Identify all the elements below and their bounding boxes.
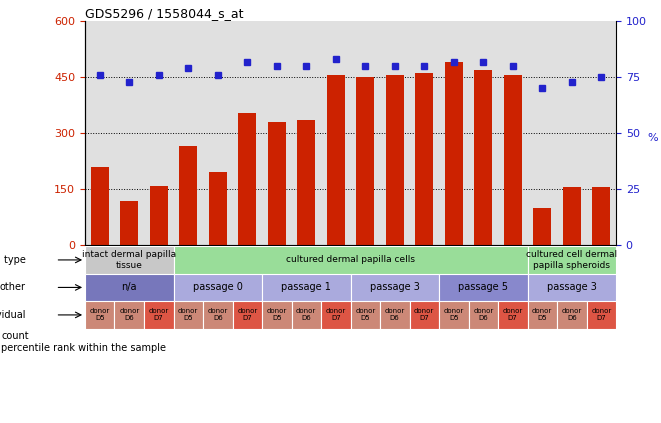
- Bar: [533, 208, 551, 245]
- Text: intact dermal papilla
tissue: intact dermal papilla tissue: [82, 250, 176, 269]
- Text: donor
D6: donor D6: [385, 308, 405, 321]
- Text: donor
D7: donor D7: [414, 308, 434, 321]
- Bar: [173, 246, 527, 274]
- Bar: [439, 274, 527, 301]
- Text: n/a: n/a: [122, 283, 137, 292]
- Bar: [91, 167, 108, 245]
- Bar: [120, 201, 138, 245]
- Bar: [179, 146, 197, 245]
- Bar: [415, 74, 433, 245]
- Y-axis label: %: %: [647, 133, 658, 143]
- Bar: [504, 75, 522, 245]
- Bar: [445, 62, 463, 245]
- Text: passage 1: passage 1: [282, 283, 331, 292]
- Bar: [114, 301, 144, 329]
- Text: donor
D7: donor D7: [591, 308, 611, 321]
- Bar: [592, 187, 610, 245]
- Bar: [527, 301, 557, 329]
- Bar: [527, 274, 616, 301]
- Text: cultured cell dermal
papilla spheroids: cultured cell dermal papilla spheroids: [526, 250, 617, 269]
- Bar: [292, 301, 321, 329]
- Bar: [173, 301, 203, 329]
- Text: donor
D5: donor D5: [90, 308, 110, 321]
- Text: donor
D5: donor D5: [444, 308, 464, 321]
- Bar: [410, 301, 439, 329]
- Text: count: count: [1, 332, 29, 341]
- Text: donor
D6: donor D6: [296, 308, 317, 321]
- Bar: [239, 113, 256, 245]
- Bar: [563, 187, 580, 245]
- Bar: [233, 301, 262, 329]
- Bar: [380, 301, 410, 329]
- Bar: [321, 301, 350, 329]
- Bar: [350, 274, 439, 301]
- Bar: [586, 301, 616, 329]
- Text: donor
D7: donor D7: [326, 308, 346, 321]
- Text: donor
D5: donor D5: [178, 308, 198, 321]
- Text: donor
D6: donor D6: [473, 308, 493, 321]
- Bar: [498, 301, 527, 329]
- Text: donor
D6: donor D6: [562, 308, 582, 321]
- Text: percentile rank within the sample: percentile rank within the sample: [1, 343, 166, 353]
- Text: passage 3: passage 3: [369, 283, 420, 292]
- Bar: [356, 77, 374, 245]
- Bar: [85, 274, 173, 301]
- Text: passage 3: passage 3: [547, 283, 597, 292]
- Bar: [262, 274, 350, 301]
- Text: cell type: cell type: [0, 255, 26, 265]
- Text: donor
D7: donor D7: [237, 308, 257, 321]
- Text: other: other: [0, 283, 26, 292]
- Bar: [327, 75, 344, 245]
- Bar: [150, 186, 168, 245]
- Text: donor
D7: donor D7: [149, 308, 169, 321]
- Bar: [439, 301, 469, 329]
- Text: cultured dermal papilla cells: cultured dermal papilla cells: [286, 255, 415, 264]
- Bar: [469, 301, 498, 329]
- Text: passage 5: passage 5: [458, 283, 508, 292]
- Bar: [350, 301, 380, 329]
- Bar: [557, 301, 586, 329]
- Bar: [144, 301, 173, 329]
- Text: donor
D6: donor D6: [119, 308, 139, 321]
- Text: GDS5296 / 1558044_s_at: GDS5296 / 1558044_s_at: [85, 7, 243, 20]
- Bar: [209, 173, 227, 245]
- Text: donor
D5: donor D5: [266, 308, 287, 321]
- Bar: [85, 246, 173, 274]
- Bar: [297, 120, 315, 245]
- Text: donor
D7: donor D7: [502, 308, 523, 321]
- Bar: [268, 122, 286, 245]
- Bar: [85, 301, 114, 329]
- Text: individual: individual: [0, 310, 26, 320]
- Bar: [173, 274, 262, 301]
- Text: passage 0: passage 0: [193, 283, 243, 292]
- Bar: [527, 246, 616, 274]
- Bar: [475, 70, 492, 245]
- Bar: [262, 301, 292, 329]
- Text: donor
D5: donor D5: [355, 308, 375, 321]
- Bar: [203, 301, 233, 329]
- Bar: [386, 75, 404, 245]
- Text: donor
D5: donor D5: [532, 308, 553, 321]
- Text: donor
D6: donor D6: [208, 308, 228, 321]
